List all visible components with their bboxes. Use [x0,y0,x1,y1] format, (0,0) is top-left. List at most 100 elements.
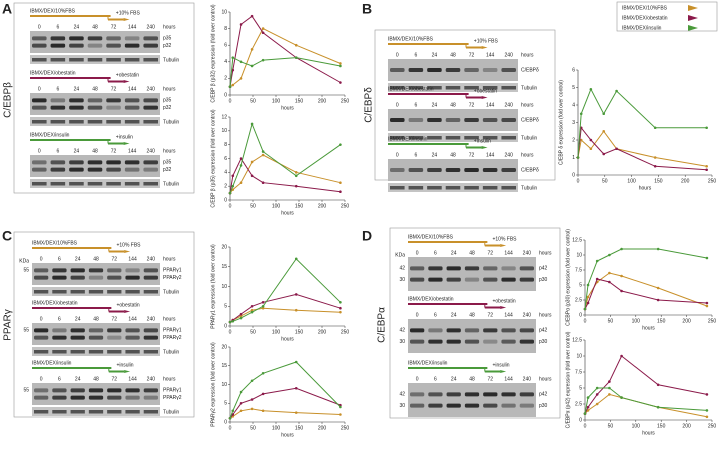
time-label: 144 [128,376,137,382]
y-tick-label: 10 [221,382,227,388]
data-point [294,257,298,261]
blot-band [482,86,498,90]
x-axis-label: hours [639,185,652,191]
blot-band [34,350,49,354]
x-tick-label: 200 [318,98,327,104]
panel-letter: A [2,1,12,17]
y-tick-label: 10 [221,284,227,290]
blot-band [125,388,140,393]
data-point [239,157,243,160]
data-point [261,150,265,153]
band-label: p30 [539,403,548,409]
blot-band [501,168,516,172]
blot-band [464,403,480,408]
data-point [294,360,298,364]
y-tick-label: 5 [579,282,582,288]
blot-band [483,403,498,408]
data-point [656,405,660,409]
y-tick-label: 10 [221,128,227,134]
time-label: 240 [147,376,156,382]
time-label: 24 [432,152,438,158]
blot-band [52,395,67,400]
blot-band [410,266,425,271]
blot-band [34,410,49,414]
blot-band [445,118,461,122]
y-tick-label: 4 [224,59,227,65]
blot-band [70,335,85,340]
mw-marker: 55 [23,268,29,274]
blot-band [125,410,140,414]
time-label: 144 [504,376,513,382]
time-label: 6 [56,148,59,154]
data-point [231,174,235,178]
blot-band [519,403,534,408]
blot-band [52,410,67,414]
time-label: 0 [396,152,399,158]
time-label: 6 [58,376,61,382]
x-tick-label: 200 [681,178,690,184]
time-unit: hours [163,316,176,322]
blot-strip [30,31,160,53]
loading-label: Tubulin [521,85,537,91]
data-point [239,312,243,316]
y-tick-label: 8 [224,26,227,32]
treatment: IBMX/DEX/10%FBS [408,234,454,240]
y-tick-label: 0 [224,197,227,203]
data-point [595,393,599,396]
y-tick-label: 4 [572,102,575,108]
x-axis-label: hours [642,430,655,436]
blot-band [88,388,104,393]
time-label: 0 [40,256,43,262]
blot-band [143,388,158,393]
blot-strip [408,319,536,353]
treatment: IBMX/DEX/insulin [408,360,448,366]
x-axis-label: hours [642,325,655,331]
y-tick-label: 10 [576,353,582,359]
blot-band [32,160,47,165]
x-tick-label: 0 [229,98,232,104]
blot-band [446,392,461,397]
series-line [584,355,707,414]
blot-band [519,328,534,333]
blot-band [106,167,121,172]
time-label: 24 [75,376,81,382]
blot-band [143,290,158,294]
x-tick-label: 50 [250,203,256,209]
data-point [579,138,583,142]
treatment: IBMX/DEX/10%FBS [30,8,76,14]
x-tick-label: 250 [341,203,350,209]
blot-band [32,182,47,186]
time-label: 144 [486,102,495,108]
data-point [239,23,243,26]
blot-band [124,36,140,41]
x-tick-label: 100 [627,178,636,184]
x-tick-label: 100 [632,318,641,324]
y-tick-label: 15 [221,264,227,270]
time-label: 144 [128,256,137,262]
blot-strip [32,383,160,405]
time-label: 144 [128,86,137,92]
time-label: 0 [396,52,399,58]
x-tick-label: 250 [708,178,717,184]
band-label: p30 [539,277,548,283]
data-point [705,301,709,305]
data-point [705,304,709,308]
time-label: 72 [111,86,117,92]
series-line [229,157,341,194]
blot-band [464,86,479,90]
loading-label: Tubulin [521,135,537,141]
time-unit: hours [521,52,534,58]
x-tick-label: 150 [295,425,304,431]
blot-band [464,392,480,397]
band-label: p32 [163,43,172,49]
blot-band [464,328,480,333]
blot-band [50,120,66,124]
x-tick-label: 250 [708,423,717,429]
data-point [261,371,265,375]
data-point [595,402,599,406]
blot-band [428,403,443,408]
blot-band [427,136,442,140]
data-point [250,308,254,312]
data-point [239,60,243,64]
mw-marker: 30 [399,339,405,345]
